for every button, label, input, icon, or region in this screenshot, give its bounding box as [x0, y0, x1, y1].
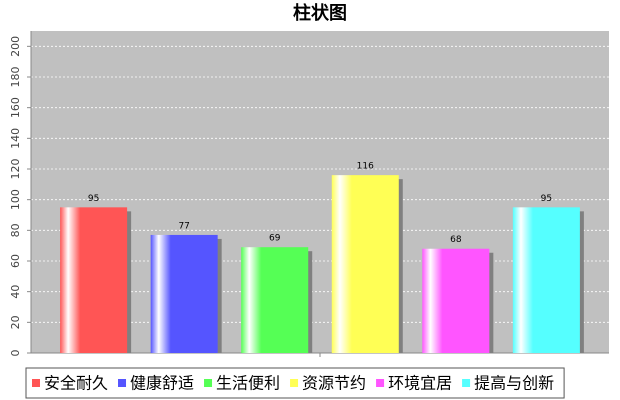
legend-label: 环境宜居: [388, 374, 452, 393]
legend-swatch: [290, 379, 299, 387]
y-tick-label: 20: [9, 315, 22, 329]
legend-label: 资源节约: [302, 374, 366, 393]
y-tick-label: 80: [9, 223, 22, 237]
legend-label: 安全耐久: [44, 374, 108, 393]
legend-swatch: [32, 379, 40, 387]
legend-swatch: [462, 379, 471, 387]
value-label: 95: [88, 194, 99, 204]
y-tick-label: 120: [9, 159, 22, 180]
value-label: 77: [178, 221, 189, 231]
legend-label: 生活便利: [216, 374, 280, 393]
y-tick-label: 200: [9, 36, 22, 57]
y-tick-label: 140: [9, 128, 22, 149]
value-label: 68: [450, 235, 462, 245]
value-label: 116: [357, 162, 374, 172]
chart-title: 柱状图: [293, 2, 347, 24]
legend-swatch: [204, 379, 213, 387]
y-tick-label: 60: [9, 254, 22, 268]
value-label: 69: [269, 234, 281, 244]
y-tick-label: 160: [9, 97, 22, 118]
bar: [241, 247, 309, 353]
bar: [60, 207, 128, 353]
legend-swatch: [376, 379, 385, 387]
bar: [422, 248, 490, 353]
legend-swatch: [118, 379, 127, 387]
bar: [150, 234, 218, 353]
legend-label: 健康舒适: [130, 374, 194, 393]
bar: [331, 175, 399, 353]
bar: [512, 207, 580, 353]
legend: 安全耐久 健康舒适 生活便利 资源节约 环境宜居 提高与创新: [25, 367, 565, 399]
legend-label: 提高与创新: [474, 374, 554, 393]
y-tick-label: 0: [9, 350, 22, 357]
y-tick-label: 100: [9, 189, 22, 210]
y-tick-label: 180: [9, 67, 22, 88]
value-label: 95: [541, 194, 552, 204]
y-tick-label: 40: [9, 285, 22, 299]
